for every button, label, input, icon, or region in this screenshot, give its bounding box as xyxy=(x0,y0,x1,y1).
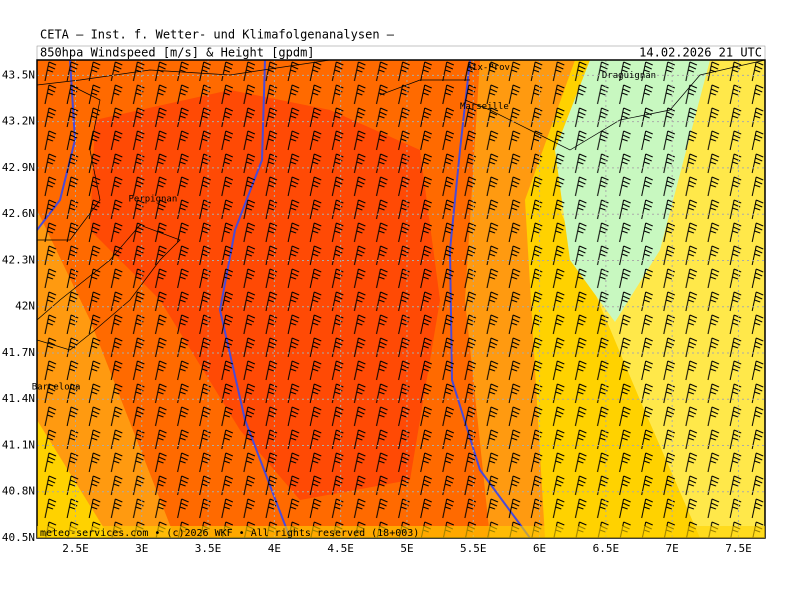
lat-tick-label: 43.2N xyxy=(2,115,35,128)
lat-tick-label: 41.7N xyxy=(2,346,35,359)
header-subtitle: 850hpa Windspeed [m/s] & Height [gpdm] xyxy=(40,46,315,60)
lon-tick-label: 7E xyxy=(666,542,679,555)
lat-tick-label: 40.5N xyxy=(2,531,35,544)
header-title: CETA – Inst. f. Wetter- und Klimafolgena… xyxy=(40,28,395,42)
lon-tick-label: 5E xyxy=(400,542,413,555)
lat-tick-label: 43.5N xyxy=(2,68,35,81)
lat-tick-label: 41.1N xyxy=(2,438,35,451)
lat-tick-label: 42.3N xyxy=(2,253,35,266)
lon-tick-label: 3.5E xyxy=(195,542,222,555)
city-label: Marseille xyxy=(460,102,509,112)
lat-tick-label: 42.9N xyxy=(2,161,35,174)
lon-tick-label: 3E xyxy=(135,542,148,555)
city-label: Aix-Prov xyxy=(467,63,510,73)
lat-tick-label: 42.6N xyxy=(2,207,35,220)
header-date: 14.02.2026 21 UTC xyxy=(639,46,762,60)
lon-tick-label: 6.5E xyxy=(593,542,620,555)
city-label: Barcelona xyxy=(32,382,81,392)
lon-tick-label: 4.5E xyxy=(327,542,354,555)
lon-tick-label: 5.5E xyxy=(460,542,487,555)
lat-tick-label: 42N xyxy=(15,300,35,313)
footer-bar xyxy=(37,526,765,538)
city-label: Draguignan xyxy=(602,71,656,81)
lon-tick-label: 4E xyxy=(268,542,281,555)
lon-tick-label: 7.5E xyxy=(725,542,752,555)
lon-tick-label: 2.5E xyxy=(62,542,89,555)
lon-tick-label: 6E xyxy=(533,542,546,555)
lat-tick-label: 41.4N xyxy=(2,392,35,405)
footer: meteo-services.com • (c)2026 WKF • All r… xyxy=(40,528,419,539)
lat-tick-label: 40.8N xyxy=(2,485,35,498)
field xyxy=(37,60,765,538)
city-label: Perpignan xyxy=(128,194,177,204)
wind-barbs xyxy=(37,60,765,538)
